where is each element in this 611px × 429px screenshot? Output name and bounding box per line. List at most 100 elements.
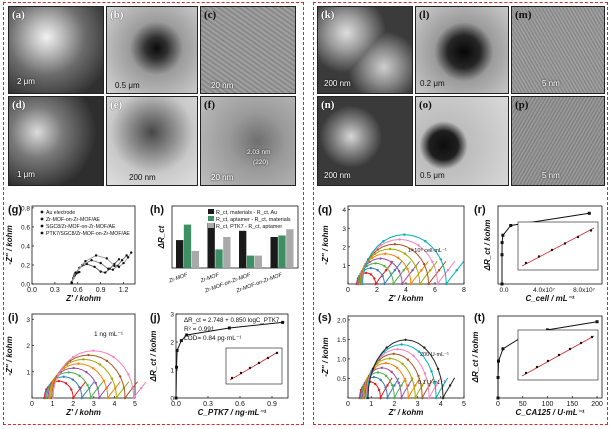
chart-s-series-5-point — [401, 362, 404, 365]
chart-t-point — [501, 347, 505, 351]
chart-i-series-7-point — [139, 386, 143, 390]
chart-g-point — [93, 265, 96, 269]
chart-s-xlabel: Z' / kohm — [388, 408, 424, 417]
chart-t-xlabel: C_CA125 / U·mL⁻¹ — [515, 408, 584, 417]
chart-q-series-3-point — [400, 282, 404, 286]
scalebar-l: 0.2 μm — [420, 79, 445, 88]
chart-s-series-1-point — [386, 396, 389, 400]
scalebar-m: 5 nm — [542, 79, 560, 88]
chart-r-xlabel: C_cell / mL⁻¹ — [525, 294, 574, 303]
chart-i-series-1-point — [80, 396, 84, 400]
chart-s-series-6-point — [406, 358, 410, 361]
chart-q-series-5-point — [373, 252, 377, 255]
chart-g-legend-marker — [40, 210, 44, 214]
hrtem-image-p: (p) 5 nm — [511, 96, 605, 186]
chart-i-xtick-label: 5 — [133, 401, 137, 408]
chart-s-series-7-point — [428, 396, 431, 400]
scalebar-d: 1 μm — [17, 170, 35, 179]
chart-i-series-2 — [46, 371, 104, 400]
chart-q-xtick-label: 0 — [346, 287, 350, 294]
chart-g-legend-label: Au electrode — [46, 210, 75, 216]
chart-g-point — [84, 259, 87, 263]
chart-q-series-0-point — [384, 269, 388, 272]
chart-i-series-6-point — [123, 396, 127, 400]
chart-q-series-8 — [362, 234, 465, 286]
chart-i-xtick-label: 2 — [71, 401, 75, 408]
chart-s-xtick-label: 3 — [416, 401, 420, 408]
chart-r-point — [500, 253, 504, 257]
chart-h-bar — [239, 230, 247, 268]
chart-s-series-5-point — [410, 377, 414, 380]
chart-q-series-5-point — [388, 247, 392, 251]
chart-q-series-3-point — [390, 260, 393, 264]
chart-j-point — [175, 348, 179, 352]
chart-i-xtick-label: 4 — [112, 401, 116, 408]
panel-label-o: (o) — [419, 99, 432, 111]
chart-h-panel-label: (h) — [150, 204, 164, 216]
panel-label-p: (p) — [515, 99, 529, 111]
chart-s-series-7-point — [412, 354, 415, 357]
chart-h-ylabel: ΔR_ct — [157, 225, 166, 249]
chart-h-axes-box — [171, 205, 299, 269]
chart-t-inset-point — [579, 341, 583, 345]
hrtem-image-c: (c) 20 nm — [200, 6, 296, 94]
chart-s-series-0-point — [377, 388, 381, 392]
chart-s-series-9-point — [366, 396, 370, 400]
chart-h-legend-swatch — [208, 209, 214, 214]
lattice-plane-label: (220) — [253, 159, 269, 166]
chart-i-series-3-point — [97, 396, 101, 400]
chart-q-series-2-point — [392, 282, 395, 286]
panel-label-l: (l) — [419, 9, 430, 21]
chart-t-point — [496, 396, 500, 400]
chart-i-annotation: 1 ng mL⁻¹ — [94, 331, 124, 338]
chart-s-annotation-low: 0.1 U·mL⁻¹ — [418, 380, 446, 386]
chart-j-ytick-label: 1 — [170, 368, 174, 375]
chart-q-ylabel: -Z'' / kohm — [321, 225, 330, 264]
chart-s-series-1-point — [372, 375, 376, 379]
chart-i-series-0-point — [57, 379, 60, 383]
chart-q-series-8-point — [366, 258, 370, 261]
scalebar-o: 0.5 μm — [420, 171, 445, 180]
chart-t-point — [496, 359, 500, 363]
chart-j-inset-point — [230, 376, 234, 380]
panel-label-e: (e) — [110, 99, 123, 111]
chart-q-series-2-point — [389, 272, 393, 275]
chart-q-series-8-point — [455, 269, 458, 272]
chart-j-xtick-label: 0.6 — [235, 401, 245, 408]
chart-h-bar — [207, 223, 215, 268]
chart-j-r2: R² = 0.991 — [184, 326, 215, 333]
chart-i-series-7-point — [57, 373, 60, 376]
chart-q-series-7-point — [446, 269, 450, 272]
chart-j-equation: ΔR_ct = 2.748 + 0.850 logC_PTK7 — [184, 317, 280, 324]
chart-g-legend-marker — [40, 231, 44, 235]
chart-g-point — [90, 259, 93, 262]
chart-g-legend-marker — [40, 224, 44, 228]
chart-q-series-6-point — [410, 248, 413, 251]
chart-h-bar — [246, 255, 255, 268]
sem-image-a: (a) 2 μm — [8, 6, 104, 94]
chart-g-ytick-label: 0.4 — [21, 243, 30, 250]
panel-label-n: (n) — [321, 99, 335, 111]
scalebar-p: 5 nm — [542, 171, 560, 180]
chart-q-xtick-label: 2 — [375, 287, 379, 294]
chart-j-ytick-label: 3 — [170, 312, 174, 319]
chart-s-series-2-point — [376, 371, 380, 374]
chart-s-series-2-point — [400, 384, 403, 387]
chart-g-xtick-label: 0.6 — [73, 287, 83, 294]
panel-label-m: (m) — [515, 9, 532, 21]
chart-r-point — [500, 282, 504, 286]
chart-r-inset-point — [589, 229, 593, 232]
chart-s-series-0-point — [379, 396, 382, 400]
chart-q-series-7 — [361, 238, 456, 286]
chart-g-xtick-label: 0.3 — [50, 287, 60, 294]
chart-g-point — [113, 262, 116, 266]
chart-q-series-3-point — [379, 257, 382, 260]
scalebar-e: 200 nm — [129, 173, 156, 182]
chart-q-series-7-point — [417, 244, 420, 247]
chart-j-inset-fit — [229, 351, 279, 381]
scalebar-n: 200 nm — [324, 171, 351, 180]
chart-s-xtick-label: 4 — [439, 401, 443, 408]
chart-s-series-2-point — [393, 396, 396, 400]
chart-s-xtick-label: 0 — [346, 401, 350, 408]
chart-s-ytick-label: 0.5 — [337, 376, 346, 383]
